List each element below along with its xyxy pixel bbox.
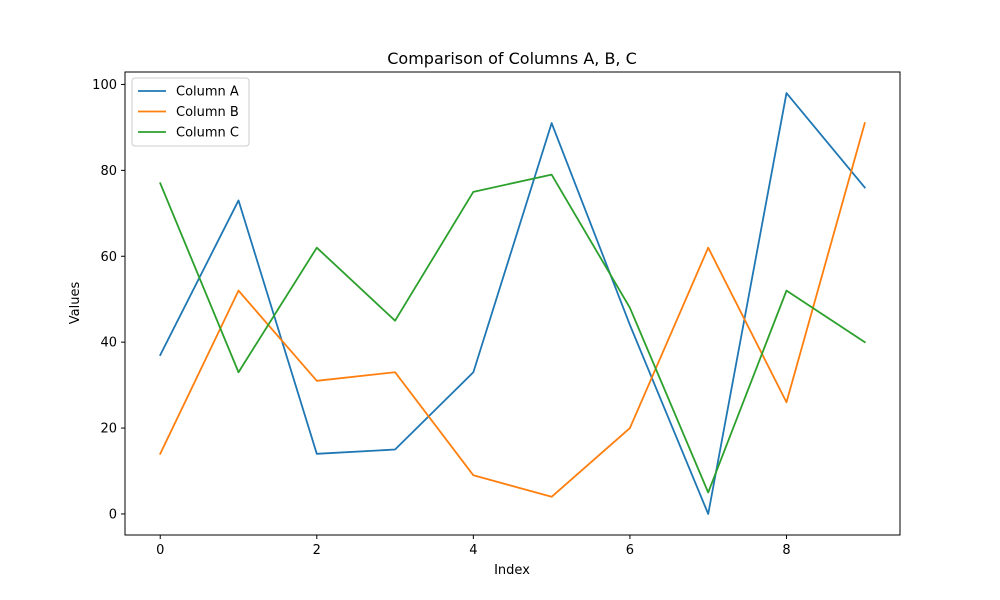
y-tick-label: 40: [100, 336, 117, 351]
y-tick-label: 0: [109, 507, 117, 522]
y-tick-label: 100: [92, 78, 117, 93]
series-line-column-a: [159, 92, 867, 515]
legend-label-column-c: Column C: [176, 126, 239, 141]
y-tick-label: 60: [100, 250, 117, 265]
series-line-column-c: [159, 173, 867, 494]
x-tick-label: 6: [626, 543, 634, 558]
x-axis-ticks: 0 2 4 6 8: [156, 535, 791, 558]
x-tick-label: 0: [156, 543, 164, 558]
legend: Column A Column B Column C: [131, 77, 250, 147]
y-tick-label: 80: [100, 164, 117, 179]
series-line-column-b: [159, 122, 866, 498]
y-axis-label: Values: [68, 282, 83, 325]
x-tick-label: 4: [469, 543, 477, 558]
chart-title: Comparison of Columns A, B, C: [387, 49, 637, 68]
y-axis-ticks: 0 20 40 60 80 100: [92, 78, 125, 522]
x-tick-label: 8: [782, 543, 790, 558]
x-tick-label: 2: [313, 543, 321, 558]
y-tick-label: 20: [100, 422, 117, 437]
plot-frame: [124, 71, 901, 536]
plot-area: 0 2 4 6 8 0 20 40 60 80 100: [92, 71, 901, 558]
series-layer: [159, 92, 867, 515]
x-axis-label: Index: [494, 563, 530, 578]
legend-label-column-a: Column A: [176, 85, 239, 100]
legend-label-column-b: Column B: [176, 105, 239, 120]
legend-box: [131, 77, 250, 147]
